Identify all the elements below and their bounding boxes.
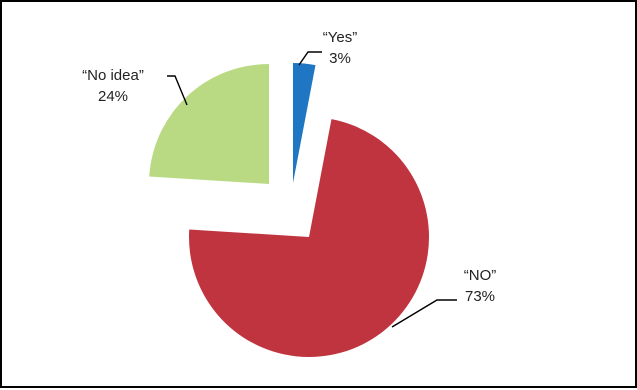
pie-slice	[189, 119, 429, 358]
leader-line	[167, 75, 188, 106]
slice-label: “No idea”	[82, 67, 144, 84]
leader-line	[391, 299, 457, 328]
leader-lines	[167, 51, 457, 328]
pie-slice	[293, 63, 316, 183]
slice-label: “Yes”	[323, 29, 357, 46]
slice-value-label: 73%	[465, 288, 495, 305]
slice-value-label: 24%	[98, 88, 128, 105]
slice-label: “NO”	[464, 267, 497, 284]
leader-line	[298, 51, 322, 66]
pie-slices	[149, 63, 429, 358]
pie-slice	[149, 64, 269, 184]
slice-labels: “Yes” 3% “NO” 73% “No idea” 24%	[82, 29, 496, 305]
slice-value-label: 3%	[329, 50, 351, 67]
